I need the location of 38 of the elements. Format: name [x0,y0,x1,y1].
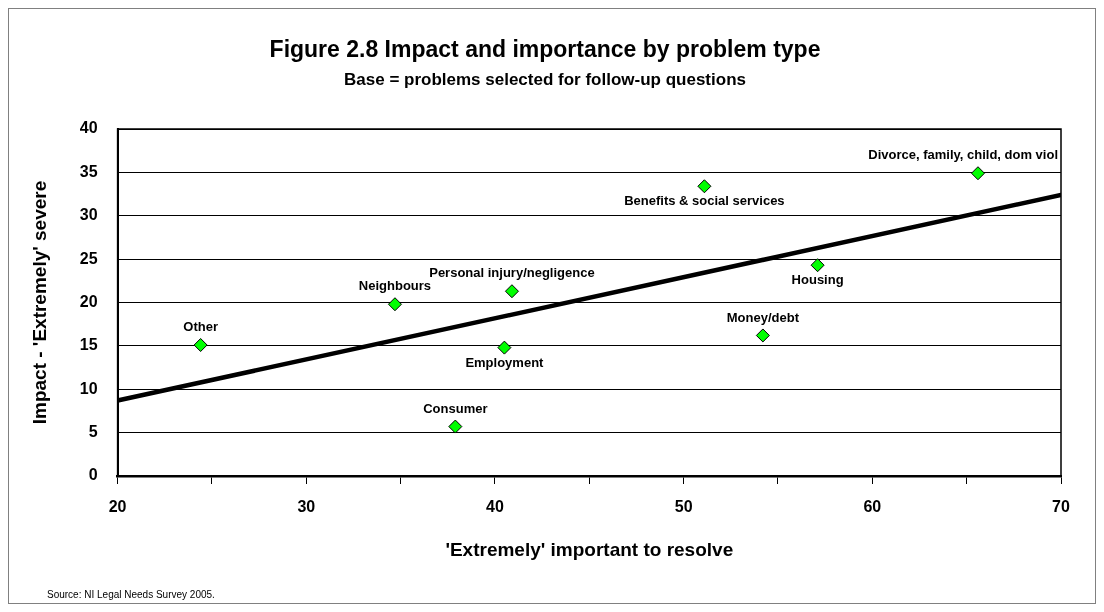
point [504,284,519,299]
x-tick-label: 20 [108,498,127,516]
point [755,328,770,343]
y-axis-title: Impact - 'Extremely' severe [28,180,50,425]
y-tick-label: 20 [79,292,98,310]
annotation: Employment [465,354,545,370]
y-tick-label: 30 [79,206,98,224]
point [193,338,208,353]
y-tick-label: 15 [79,336,98,354]
x-tick-label: 30 [297,498,316,516]
point [497,340,512,355]
chart-title: Figure 2.8 Impact and importance by problem type [269,36,821,63]
annotation: Consumer [423,400,488,416]
source-note: Source: NI Legal Needs Survey 2005. [47,588,215,600]
annotation: Neighbours [358,278,432,294]
x-axis-title: 'Extremely' important to resolve [445,538,734,560]
y-tick-label: 40 [79,119,98,137]
y-tick-label: 35 [79,162,98,180]
point [810,258,825,273]
annotation: Housing [791,272,844,288]
annotation: Money/debt [726,309,800,325]
y-tick-label: 10 [79,379,98,397]
point [697,179,712,194]
x-tick-label: 50 [674,498,693,516]
y-tick-label: 5 [88,423,98,441]
point [448,419,463,434]
x-tick-label: 70 [1052,498,1070,516]
annotation: Personal injury/negligence [429,265,595,281]
annotation: Benefits & social services [624,193,785,209]
x-tick-label: 40 [486,498,504,516]
y-tick-label: 0 [88,466,98,484]
point [970,166,985,181]
y-tick-label: 25 [79,249,98,267]
x-tick-label: 60 [863,498,882,516]
point [387,297,402,312]
annotation: Divorce, family, child, dom viol [868,147,1059,163]
chart-subtitle: Base = problems selected for follow-up questions [344,70,746,90]
annotation: Other [183,319,218,335]
